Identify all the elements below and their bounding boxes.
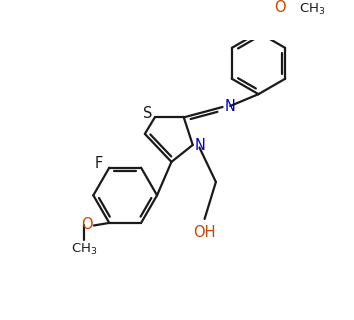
Text: CH$_3$: CH$_3$ bbox=[71, 242, 97, 257]
Text: N: N bbox=[194, 138, 205, 153]
Text: O: O bbox=[81, 218, 92, 232]
Text: O: O bbox=[274, 0, 286, 15]
Text: CH$_3$: CH$_3$ bbox=[298, 2, 325, 17]
Text: OH: OH bbox=[193, 225, 216, 240]
Text: F: F bbox=[94, 156, 103, 171]
Text: S: S bbox=[143, 106, 152, 121]
Text: N: N bbox=[224, 99, 235, 114]
